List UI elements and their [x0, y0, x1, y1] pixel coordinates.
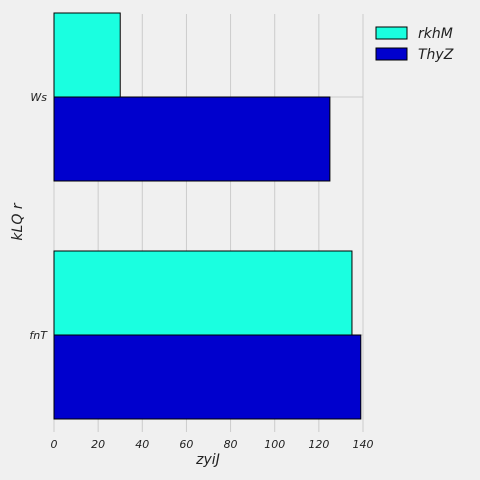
x-tick-label: 120 — [308, 438, 329, 451]
bars — [53, 12, 362, 420]
bar-ThyZ-Ws — [53, 96, 331, 182]
bar-ThyZ-fnT — [53, 334, 362, 420]
x-tick-label: 80 — [224, 438, 238, 451]
legend-label-ThyZ: ThyZ — [418, 47, 454, 63]
y-tick-labels: fnT Ws — [29, 91, 48, 342]
x-tick-label: 40 — [135, 438, 149, 451]
y-tick-label: fnT — [29, 329, 48, 342]
legend-swatch-rkhM — [375, 26, 408, 40]
bar-rkhM-fnT — [53, 250, 353, 336]
legend: rkhM ThyZ — [375, 26, 454, 63]
x-tick-label: 140 — [353, 438, 374, 451]
x-tick-label: 0 — [51, 438, 58, 451]
y-tick-label: Ws — [30, 91, 47, 104]
x-tick-label: 100 — [264, 438, 285, 451]
x-axis-label: zyiJ — [195, 452, 220, 468]
legend-label-rkhM: rkhM — [418, 26, 453, 42]
y-axis-label: kLQ r — [10, 202, 26, 240]
x-tick-label: 60 — [179, 438, 193, 451]
legend-swatch-ThyZ — [375, 47, 408, 61]
x-tick-labels: 0 20 40 60 80 100 120 140 — [51, 438, 374, 451]
x-tick-label: 20 — [91, 438, 105, 451]
bar-rkhM-Ws — [53, 12, 121, 98]
